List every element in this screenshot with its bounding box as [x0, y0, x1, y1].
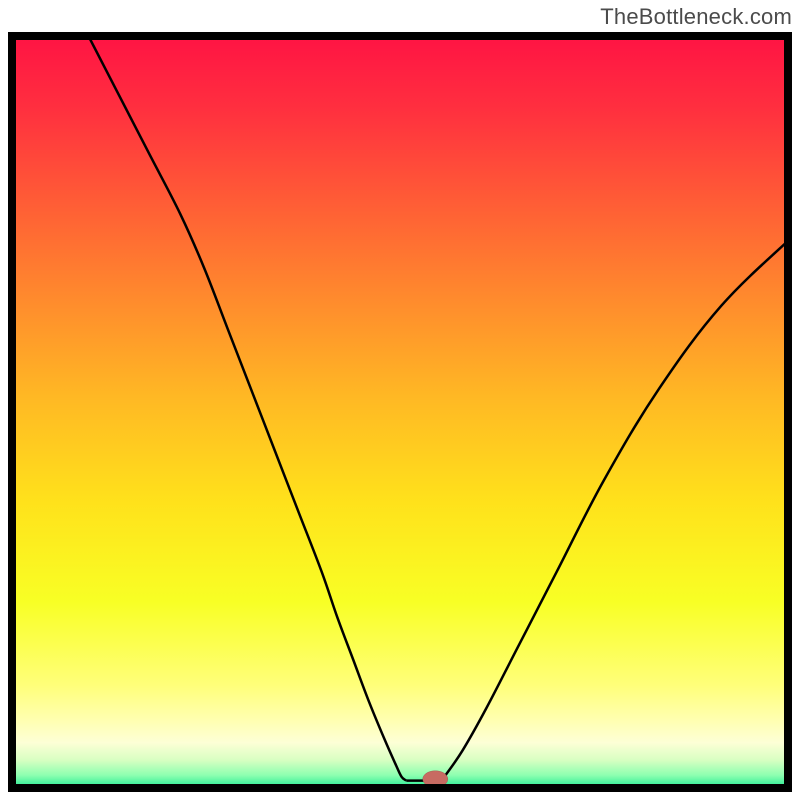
bottleneck-curve-left: [86, 32, 406, 781]
curve-layer: [8, 32, 792, 792]
plot-border: [8, 32, 792, 792]
chart-container: TheBottleneck.com: [0, 0, 800, 800]
bottleneck-curve-right: [445, 237, 792, 775]
watermark-text: TheBottleneck.com: [600, 4, 792, 30]
plot-frame: [8, 32, 792, 792]
